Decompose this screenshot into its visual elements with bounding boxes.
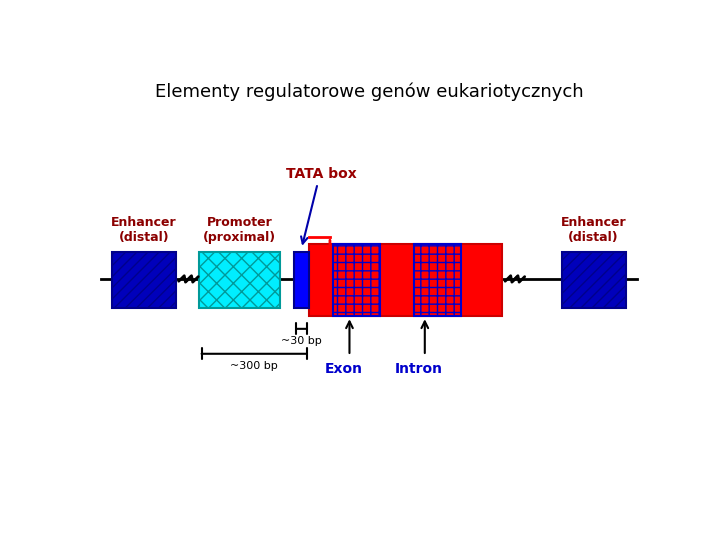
Text: ~300 bp: ~300 bp xyxy=(230,361,278,371)
Text: Intron: Intron xyxy=(395,362,444,376)
Bar xyxy=(112,252,176,308)
Text: Exon: Exon xyxy=(325,362,363,376)
Bar xyxy=(333,244,380,316)
Bar xyxy=(413,244,461,316)
Bar xyxy=(199,252,279,308)
Text: Enhancer
(distal): Enhancer (distal) xyxy=(112,215,177,244)
Bar xyxy=(294,252,310,308)
Text: TATA box: TATA box xyxy=(286,167,357,181)
Bar xyxy=(562,252,626,308)
Text: Promoter
(proximal): Promoter (proximal) xyxy=(203,215,276,244)
Bar xyxy=(310,244,502,316)
Text: Elementy regulatorowe genów eukariotycznych: Elementy regulatorowe genów eukariotyczn… xyxy=(155,83,583,101)
Text: ~30 bp: ~30 bp xyxy=(281,336,322,346)
Text: Enhancer
(distal): Enhancer (distal) xyxy=(560,215,626,244)
